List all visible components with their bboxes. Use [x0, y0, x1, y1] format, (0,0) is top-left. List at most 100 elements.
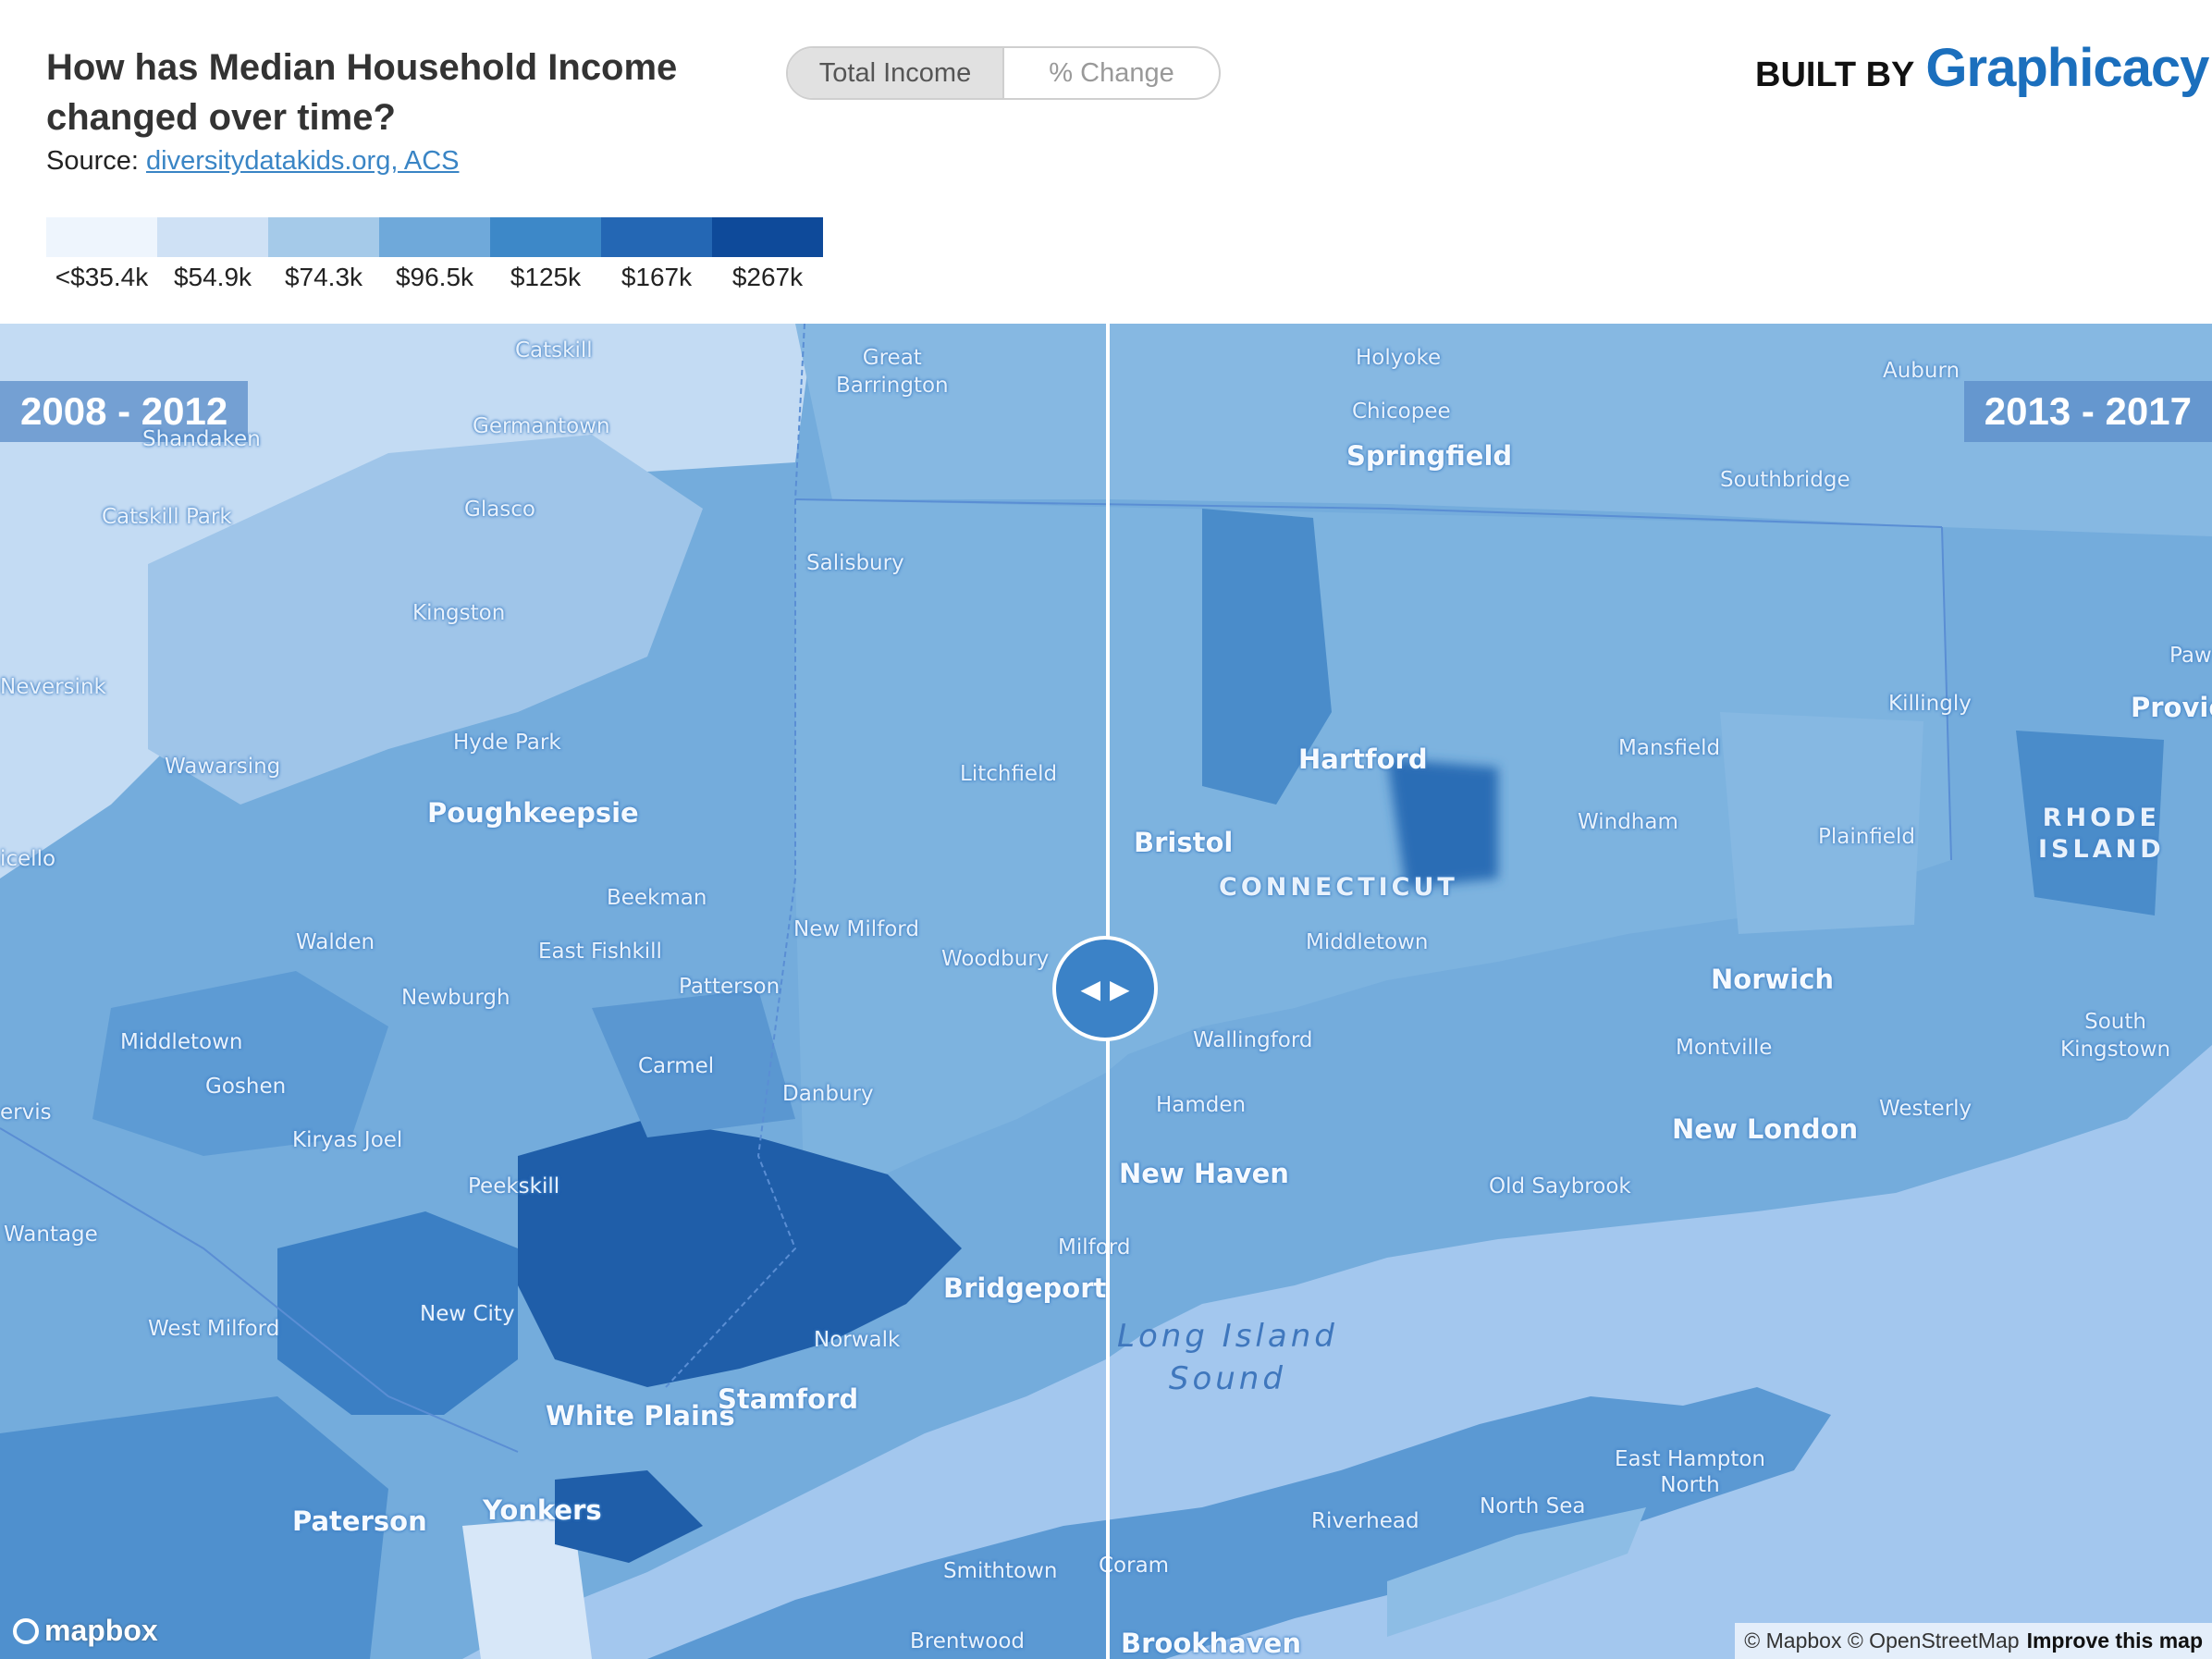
- arrow-right-icon: ▶: [1110, 974, 1130, 1003]
- massachusetts: [795, 324, 2212, 536]
- place-label: Windham: [1578, 810, 1678, 834]
- ma-ct-border: [794, 498, 1943, 528]
- place-label: Hyde Park: [453, 731, 561, 755]
- place-label: RHODE ISLAND: [2038, 804, 2165, 864]
- color-legend: <$35.4k $54.9k $74.3k $96.5k $125k $167k…: [46, 217, 823, 292]
- hudson-valley: [148, 435, 703, 805]
- percent-change-toggle[interactable]: % Change: [1049, 57, 1174, 88]
- place-label: North Sea: [1480, 1494, 1586, 1518]
- yonkers-light: [462, 1517, 592, 1659]
- legend-label: $96.5k: [395, 263, 474, 291]
- westchester-high-income: [277, 1211, 518, 1415]
- legend-label: $267k: [731, 263, 804, 291]
- windham-east: [1720, 712, 1923, 934]
- place-label: Chicopee: [1352, 399, 1451, 424]
- header: How has Median Household Income changed …: [0, 0, 2212, 324]
- nj-south: [0, 1396, 388, 1659]
- place-label: Goshen: [205, 1075, 287, 1099]
- place-label: Wawarsing: [165, 755, 281, 779]
- place-label: Riverhead: [1311, 1509, 1419, 1533]
- legend-label: <$35.4k: [55, 263, 149, 291]
- ri-west: [2016, 731, 2164, 916]
- place-label: Litchfield: [960, 762, 1058, 786]
- place-label: Bridgeport: [943, 1272, 1107, 1304]
- source-line: Source: diversitydatakids.org, ACS: [46, 146, 459, 177]
- legend-swatch: [712, 217, 823, 257]
- page-title: How has Median Household Income changed …: [46, 47, 678, 138]
- place-label: Danbury: [782, 1082, 874, 1106]
- north-shore-li: [555, 1470, 703, 1563]
- right-period-badge: 2013 - 2017: [1963, 381, 2212, 442]
- place-label: Great Barrington: [836, 346, 949, 398]
- improve-map-link[interactable]: Improve this map: [2026, 1628, 2203, 1653]
- place-label: Wantage: [4, 1223, 98, 1247]
- place-label: West Milford: [148, 1317, 280, 1341]
- compare-slider-handle[interactable]: ◀ ▶: [1052, 936, 1158, 1041]
- place-label: Paterson: [292, 1505, 427, 1537]
- place-label: Hamden: [1156, 1093, 1247, 1117]
- mapbox-circle-icon: [13, 1617, 39, 1644]
- place-label: Old Saybrook: [1489, 1174, 1631, 1198]
- place-label: Plainfield: [1818, 825, 1915, 849]
- long-island: [647, 1387, 1831, 1659]
- legend-label: $54.9k: [173, 263, 252, 291]
- metric-toggle: Total Income % Change: [786, 46, 1221, 100]
- place-label: Milford: [1058, 1235, 1131, 1260]
- place-label: White Plains: [546, 1400, 735, 1432]
- place-label: Walden: [296, 930, 375, 954]
- place-label: Patterson: [679, 975, 780, 999]
- place-label: Catskill Park: [102, 505, 232, 529]
- place-label: Wallingford: [1193, 1028, 1313, 1052]
- place-label: Middletown: [1306, 930, 1429, 954]
- place-label: East Fishkill: [538, 940, 662, 964]
- place-label: Auburn: [1883, 359, 1960, 383]
- attribution-text: © Mapbox © OpenStreetMap: [1744, 1628, 2020, 1653]
- place-label: Catskill: [515, 338, 593, 363]
- place-label: Hartford: [1298, 743, 1428, 775]
- place-label: Glasco: [464, 498, 536, 522]
- legend-label: $74.3k: [284, 263, 363, 291]
- legend-swatch: [157, 217, 268, 257]
- legend-labels: <$35.4k $54.9k $74.3k $96.5k $125k $167k…: [46, 263, 823, 292]
- place-label: Kingston: [412, 601, 506, 625]
- legend-swatches: [46, 217, 823, 257]
- place-label: Brentwood: [910, 1629, 1026, 1653]
- total-income-toggle[interactable]: Total Income: [788, 48, 1004, 98]
- legend-swatch: [490, 217, 601, 257]
- ct-ri-border: [1941, 526, 1952, 861]
- graphicacy-logo: Graphicacy: [1925, 38, 2209, 98]
- place-label: Killingly: [1888, 692, 1972, 716]
- place-label: Yonkers: [483, 1494, 602, 1526]
- place-label: East Hampton North: [1615, 1447, 1765, 1497]
- place-label: New City: [420, 1302, 515, 1326]
- place-label: Middletown: [120, 1030, 243, 1054]
- place-label: Beekman: [607, 886, 707, 910]
- legend-swatch: [46, 217, 157, 257]
- ny-nj-border: [0, 1127, 519, 1453]
- place-label: CONNECTICUT: [1219, 873, 1458, 902]
- legend-swatch: [268, 217, 379, 257]
- place-label: Carmel: [638, 1054, 715, 1078]
- place-label: Peekskill: [468, 1174, 560, 1198]
- place-label: New Haven: [1119, 1158, 1289, 1189]
- place-label: New Milford: [793, 917, 919, 941]
- comparison-map[interactable]: 2008 - 2012 2013 - 2017 Catskill Great B…: [0, 324, 2212, 1659]
- map-attribution: © Mapbox © OpenStreetMap Improve this map: [1735, 1623, 2212, 1659]
- left-period-badge: 2008 - 2012: [0, 381, 249, 442]
- hartford-area: [1202, 509, 1332, 805]
- place-label: Norwalk: [814, 1328, 901, 1352]
- putnam: [592, 989, 795, 1137]
- place-label: Provic: [2131, 692, 2212, 723]
- legend-label: $167k: [621, 263, 693, 291]
- source-link[interactable]: diversitydatakids.org, ACS: [146, 146, 460, 176]
- place-label: Brookhaven: [1121, 1628, 1301, 1659]
- place-label: Woodbury: [941, 947, 1050, 971]
- place-label: Norwich: [1711, 964, 1835, 995]
- mapbox-logo[interactable]: mapbox: [13, 1614, 158, 1648]
- place-label: New London: [1672, 1113, 1859, 1145]
- place-label: South Kingstown: [2060, 1010, 2171, 1062]
- built-by[interactable]: BUILT BY Graphicacy: [1755, 37, 2209, 99]
- orange-county: [92, 971, 388, 1156]
- place-label: Mansfield: [1618, 736, 1721, 760]
- arrow-left-icon: ◀: [1080, 974, 1100, 1003]
